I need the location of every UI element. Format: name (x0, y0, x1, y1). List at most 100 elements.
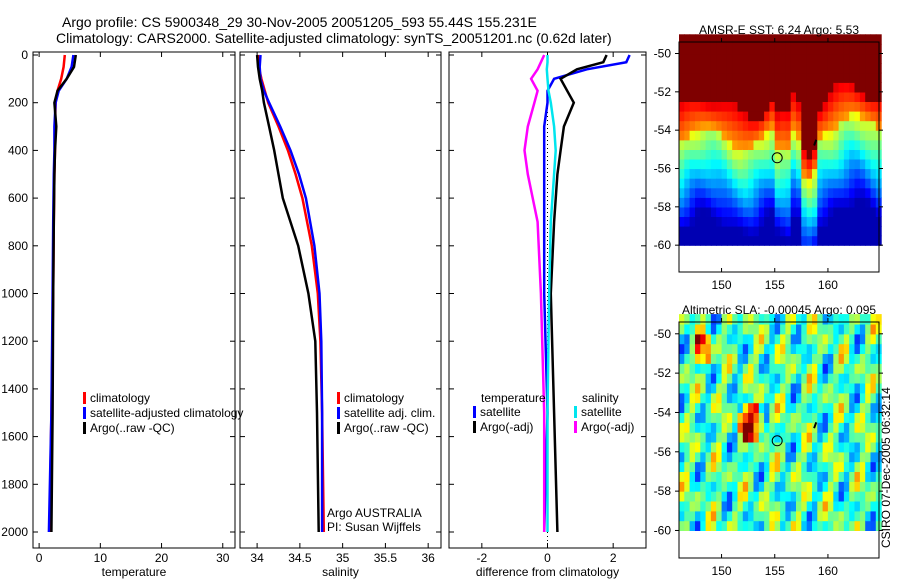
map-cell (838, 324, 845, 335)
map-cell (854, 501, 861, 512)
map-cell (748, 206, 754, 217)
map-cell (748, 216, 754, 227)
map-cell (859, 120, 866, 131)
map-cell (812, 82, 818, 93)
map-cell (796, 343, 802, 354)
map-cell (849, 178, 856, 189)
map-cell (812, 412, 818, 423)
map-cell (801, 235, 808, 246)
map-cell (822, 422, 829, 433)
map-cell (854, 373, 861, 384)
map-cell (806, 53, 813, 64)
map-cell (806, 402, 813, 413)
map-cell (854, 158, 861, 170)
ytick-label: -52 (654, 366, 672, 380)
map-cell (742, 461, 749, 472)
map-cell (732, 216, 739, 227)
map-cell (849, 510, 856, 522)
map-cell (849, 471, 856, 482)
map-cell (780, 178, 786, 189)
map-cell (721, 422, 728, 433)
map-cell (742, 373, 749, 384)
map-cell (859, 402, 866, 413)
x-axis-label: difference from climatology (476, 565, 619, 579)
map-cell (817, 461, 824, 472)
map-cell (726, 53, 733, 64)
map-cell (748, 432, 754, 443)
map-cell (710, 343, 717, 354)
map-cell (695, 422, 701, 433)
map-cell (817, 158, 824, 170)
map-cell (849, 197, 856, 208)
panel-0-frame (32, 51, 236, 549)
legend-label: Argo(..raw -QC) (344, 421, 429, 435)
map-cell (833, 34, 840, 45)
map-cell (737, 481, 744, 492)
ytick-label: 400 (8, 143, 28, 157)
map-cell (726, 149, 733, 160)
map-cell (764, 442, 770, 453)
map-cell (801, 392, 808, 404)
map-cell (780, 130, 786, 141)
map-title: Altimetric SLA: -0.00045 Argo: 0.095 (682, 303, 876, 317)
map-cell (790, 353, 797, 364)
map-cell (769, 461, 776, 472)
map-cell (695, 149, 701, 160)
map-cell (806, 139, 813, 150)
map-cell (726, 451, 733, 463)
map-cell (764, 481, 770, 492)
map-cell (732, 392, 739, 404)
map-cell (689, 353, 696, 364)
map-cell (806, 63, 813, 74)
map-cell (790, 510, 797, 522)
map-cell (748, 82, 754, 93)
map-cell (774, 324, 781, 335)
map-cell (833, 43, 840, 55)
map-cell (764, 43, 770, 55)
map-3 (679, 34, 882, 246)
map-cell (769, 43, 776, 55)
map-cell (705, 510, 712, 522)
map-cell (790, 168, 797, 179)
map-cell (870, 226, 877, 237)
map-4 (679, 314, 882, 531)
map-cell (732, 520, 739, 531)
map-cell (679, 343, 685, 354)
map-cell (801, 510, 808, 522)
map-cell (801, 178, 808, 189)
map-cell (806, 72, 813, 83)
map-cell (785, 432, 792, 443)
map-cell (785, 168, 792, 179)
series-line-salinity-satellite (545, 55, 557, 532)
map-cell (833, 451, 840, 463)
map-cell (726, 501, 733, 512)
map-cell (764, 373, 770, 384)
map-cell (748, 481, 754, 492)
map-cell (753, 197, 760, 208)
map-cell (827, 422, 834, 433)
map-cell (865, 34, 872, 45)
map-cell (705, 82, 712, 93)
map-cell (732, 412, 739, 423)
map-cell (748, 53, 754, 64)
map-cell (774, 471, 781, 482)
series-line-salinity-argo-adj- (523, 54, 546, 532)
map-cell (748, 101, 754, 112)
map-cell (859, 111, 866, 122)
map-cell (716, 314, 723, 325)
map-cell (854, 187, 861, 198)
map-cell (684, 363, 691, 374)
map-cell (785, 216, 792, 227)
map-cell (764, 235, 770, 246)
map-cell (748, 187, 754, 198)
map-cell (780, 43, 786, 55)
map-cell (822, 442, 829, 453)
map-cell (748, 520, 754, 531)
map-cell (801, 130, 808, 141)
argo-location-marker (771, 435, 783, 447)
map-cell (769, 324, 776, 335)
map-cell (742, 216, 749, 227)
map-cell (865, 373, 872, 384)
map-cell (801, 216, 808, 227)
